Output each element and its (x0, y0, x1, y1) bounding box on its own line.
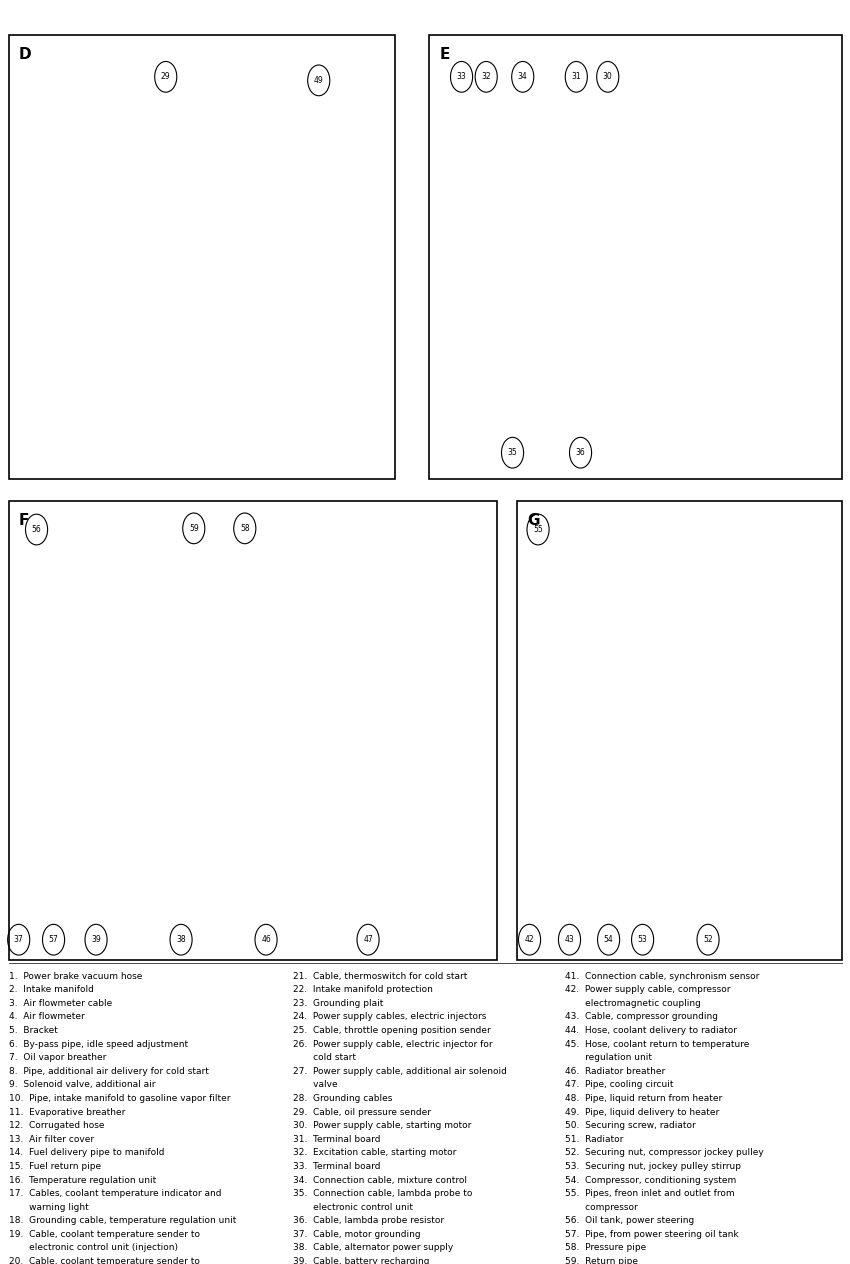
Text: 29: 29 (161, 72, 171, 81)
Text: cold start: cold start (293, 1053, 356, 1062)
Text: 32.  Excitation cable, starting motor: 32. Excitation cable, starting motor (293, 1148, 456, 1158)
Text: electronic control unit: electronic control unit (293, 1202, 413, 1212)
Text: 55: 55 (533, 525, 543, 533)
Text: 58: 58 (240, 523, 250, 533)
Text: 29.  Cable, oil pressure sender: 29. Cable, oil pressure sender (293, 1107, 431, 1116)
Text: 59: 59 (189, 523, 199, 533)
Text: 44.  Hose, coolant delivery to radiator: 44. Hose, coolant delivery to radiator (565, 1026, 737, 1035)
Text: 26.  Power supply cable, electric injector for: 26. Power supply cable, electric injecto… (293, 1039, 493, 1049)
Text: 49.  Pipe, liquid delivery to heater: 49. Pipe, liquid delivery to heater (565, 1107, 719, 1116)
Text: 39.  Cable, battery recharging: 39. Cable, battery recharging (293, 1258, 430, 1264)
Text: 28.  Grounding cables: 28. Grounding cables (293, 1093, 393, 1103)
Text: electromagnetic coupling: electromagnetic coupling (565, 999, 701, 1007)
Text: 1.  Power brake vacuum hose: 1. Power brake vacuum hose (8, 972, 142, 981)
Text: D: D (19, 47, 31, 62)
Text: 52.  Securing nut, compressor jockey pulley: 52. Securing nut, compressor jockey pull… (565, 1148, 764, 1158)
FancyBboxPatch shape (8, 501, 497, 959)
Text: 33.  Terminal board: 33. Terminal board (293, 1162, 381, 1170)
Text: 15.  Fuel return pipe: 15. Fuel return pipe (8, 1162, 100, 1170)
Text: 11.  Evaporative breather: 11. Evaporative breather (8, 1107, 125, 1116)
Text: compressor: compressor (565, 1202, 638, 1212)
Text: 2.  Intake manifold: 2. Intake manifold (8, 985, 94, 995)
Text: 33: 33 (456, 72, 467, 81)
Text: 36.  Cable, lambda probe resistor: 36. Cable, lambda probe resistor (293, 1216, 445, 1225)
Text: 35: 35 (507, 449, 518, 458)
FancyBboxPatch shape (429, 35, 842, 479)
Text: F: F (19, 513, 29, 528)
Text: 43.  Cable, compressor grounding: 43. Cable, compressor grounding (565, 1012, 718, 1021)
Text: 27.  Power supply cable, additional air solenoid: 27. Power supply cable, additional air s… (293, 1067, 507, 1076)
Text: 37: 37 (14, 935, 24, 944)
Text: 42.  Power supply cable, compressor: 42. Power supply cable, compressor (565, 985, 731, 995)
Text: 9.  Solenoid valve, additional air: 9. Solenoid valve, additional air (8, 1081, 155, 1090)
Text: 57.  Pipe, from power steering oil tank: 57. Pipe, from power steering oil tank (565, 1230, 739, 1239)
Text: 56: 56 (31, 525, 42, 533)
Text: 22.  Intake manifold protection: 22. Intake manifold protection (293, 985, 434, 995)
Text: 23.  Grounding plait: 23. Grounding plait (293, 999, 383, 1007)
Text: 8.  Pipe, additional air delivery for cold start: 8. Pipe, additional air delivery for col… (8, 1067, 208, 1076)
Text: 34.  Connection cable, mixture control: 34. Connection cable, mixture control (293, 1176, 468, 1184)
Text: 47.  Pipe, cooling circuit: 47. Pipe, cooling circuit (565, 1081, 674, 1090)
Text: 24.  Power supply cables, electric injectors: 24. Power supply cables, electric inject… (293, 1012, 486, 1021)
Text: 46.  Radiator breather: 46. Radiator breather (565, 1067, 666, 1076)
Text: 49: 49 (314, 76, 324, 85)
Text: 43: 43 (564, 935, 575, 944)
FancyBboxPatch shape (8, 35, 395, 479)
Text: 57: 57 (48, 935, 59, 944)
Text: valve: valve (293, 1081, 337, 1090)
Text: 58.  Pressure pipe: 58. Pressure pipe (565, 1244, 647, 1253)
Text: 19.  Cable, coolant temperature sender to: 19. Cable, coolant temperature sender to (8, 1230, 200, 1239)
Text: 20.  Cable, coolant temperature sender to: 20. Cable, coolant temperature sender to (8, 1258, 200, 1264)
Text: 41.  Connection cable, synchronism sensor: 41. Connection cable, synchronism sensor (565, 972, 760, 981)
Text: 50.  Securing screw, radiator: 50. Securing screw, radiator (565, 1121, 696, 1130)
Text: 16.  Temperature regulation unit: 16. Temperature regulation unit (8, 1176, 156, 1184)
Text: electronic control unit (injection): electronic control unit (injection) (8, 1244, 178, 1253)
Text: 42: 42 (524, 935, 535, 944)
Text: 54: 54 (604, 935, 614, 944)
Text: 38: 38 (176, 935, 186, 944)
Text: 54.  Compressor, conditioning system: 54. Compressor, conditioning system (565, 1176, 736, 1184)
Text: G: G (527, 513, 540, 528)
Text: 5.  Bracket: 5. Bracket (8, 1026, 58, 1035)
Text: 56.  Oil tank, power steering: 56. Oil tank, power steering (565, 1216, 694, 1225)
Text: 36: 36 (575, 449, 586, 458)
Text: 3.  Air flowmeter cable: 3. Air flowmeter cable (8, 999, 111, 1007)
Text: 32: 32 (481, 72, 491, 81)
Text: 34: 34 (518, 72, 528, 81)
Text: 6.  By-pass pipe, idle speed adjustment: 6. By-pass pipe, idle speed adjustment (8, 1039, 188, 1049)
Text: 35.  Connection cable, lambda probe to: 35. Connection cable, lambda probe to (293, 1189, 473, 1198)
Text: regulation unit: regulation unit (565, 1053, 652, 1062)
Text: 53.  Securing nut, jockey pulley stirrup: 53. Securing nut, jockey pulley stirrup (565, 1162, 741, 1170)
Text: 46: 46 (261, 935, 271, 944)
Text: 47: 47 (363, 935, 373, 944)
Text: E: E (439, 47, 450, 62)
Text: 31.  Terminal board: 31. Terminal board (293, 1135, 381, 1144)
Text: 48.  Pipe, liquid return from heater: 48. Pipe, liquid return from heater (565, 1093, 722, 1103)
Text: 52: 52 (703, 935, 713, 944)
Text: 7.  Oil vapor breather: 7. Oil vapor breather (8, 1053, 106, 1062)
Text: 18.  Grounding cable, temperature regulation unit: 18. Grounding cable, temperature regulat… (8, 1216, 235, 1225)
Text: 21.  Cable, thermoswitch for cold start: 21. Cable, thermoswitch for cold start (293, 972, 468, 981)
Text: 30.  Power supply cable, starting motor: 30. Power supply cable, starting motor (293, 1121, 472, 1130)
Text: warning light: warning light (8, 1202, 88, 1212)
Text: 31: 31 (571, 72, 581, 81)
Text: 13.  Air filter cover: 13. Air filter cover (8, 1135, 94, 1144)
Text: 59.  Return pipe: 59. Return pipe (565, 1258, 638, 1264)
Text: 55.  Pipes, freon inlet and outlet from: 55. Pipes, freon inlet and outlet from (565, 1189, 735, 1198)
Text: 45.  Hose, coolant return to temperature: 45. Hose, coolant return to temperature (565, 1039, 750, 1049)
Text: 25.  Cable, throttle opening position sender: 25. Cable, throttle opening position sen… (293, 1026, 491, 1035)
Text: 12.  Corrugated hose: 12. Corrugated hose (8, 1121, 104, 1130)
Text: 4.  Air flowmeter: 4. Air flowmeter (8, 1012, 84, 1021)
Text: 30: 30 (603, 72, 613, 81)
Text: 17.  Cables, coolant temperature indicator and: 17. Cables, coolant temperature indicato… (8, 1189, 221, 1198)
Text: 39: 39 (91, 935, 101, 944)
Text: 10.  Pipe, intake manifold to gasoline vapor filter: 10. Pipe, intake manifold to gasoline va… (8, 1093, 230, 1103)
Text: 14.  Fuel delivery pipe to manifold: 14. Fuel delivery pipe to manifold (8, 1148, 164, 1158)
Text: 38.  Cable, alternator power supply: 38. Cable, alternator power supply (293, 1244, 454, 1253)
Text: 37.  Cable, motor grounding: 37. Cable, motor grounding (293, 1230, 421, 1239)
Text: 51.  Radiator: 51. Radiator (565, 1135, 624, 1144)
Text: 53: 53 (638, 935, 648, 944)
FancyBboxPatch shape (517, 501, 842, 959)
